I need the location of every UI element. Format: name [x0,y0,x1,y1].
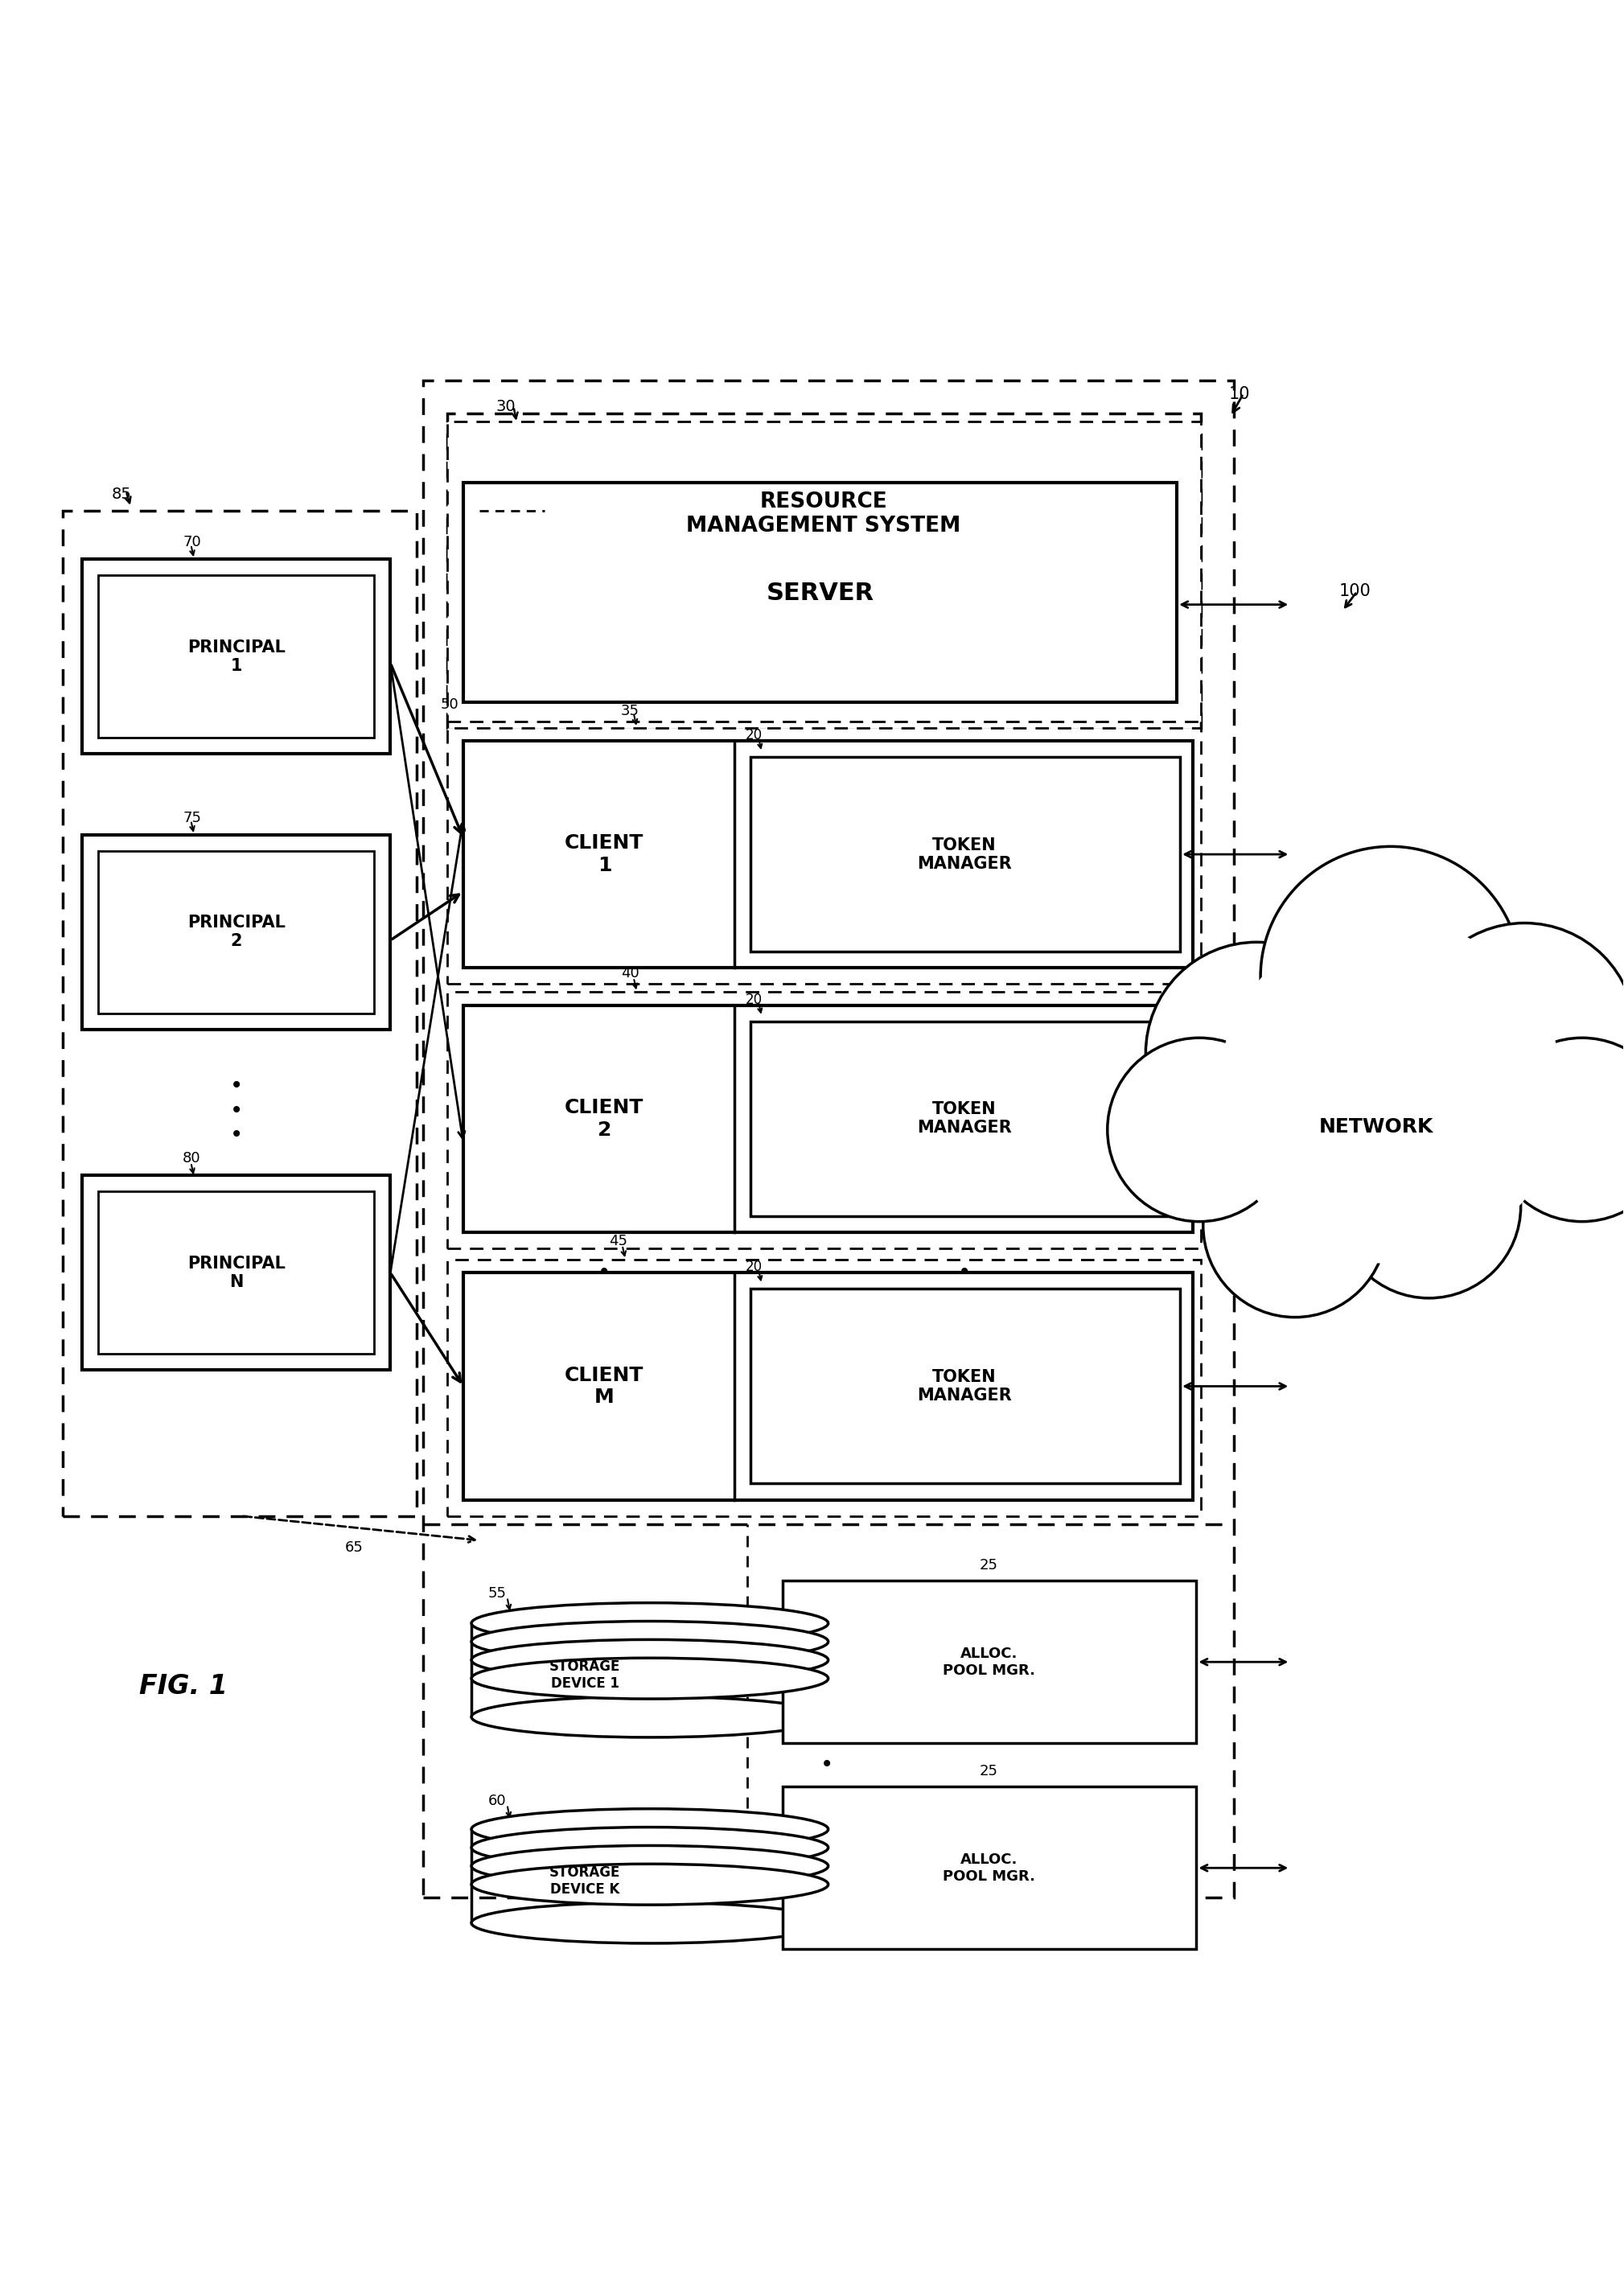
Text: 10: 10 [1229,386,1250,402]
Bar [447,992,1202,1248]
Text: 100: 100 [1340,583,1371,599]
Text: 25: 25 [979,1559,997,1573]
Ellipse shape [471,1827,828,1868]
Bar [99,850,374,1013]
Ellipse shape [471,1621,828,1662]
Ellipse shape [471,1845,828,1886]
Circle shape [1260,846,1520,1106]
Text: RESOURCE
MANAGEMENT SYSTEM: RESOURCE MANAGEMENT SYSTEM [685,491,961,537]
Text: •
•: • • [820,1753,833,1804]
Text: 25: 25 [979,1765,997,1779]
Bar [99,576,374,738]
Bar [463,1006,1194,1232]
Bar [783,1788,1197,1950]
Text: STORAGE
DEVICE K: STORAGE DEVICE K [549,1865,620,1897]
Text: •
•
•: • • • [958,1262,971,1333]
Text: 60: 60 [487,1795,505,1808]
Circle shape [1337,1113,1520,1298]
Bar [447,1260,1202,1516]
Bar [83,1175,390,1369]
Circle shape [1145,942,1367,1164]
Text: PRINCIPAL
1: PRINCIPAL 1 [187,640,286,674]
Ellipse shape [471,1696,828,1737]
Text: NETWORK: NETWORK [1319,1118,1434,1136]
Bar [83,560,390,754]
Text: 20: 20 [745,992,763,1006]
Text: •
•
•: • • • [598,1262,611,1333]
Text: 45: 45 [609,1234,628,1248]
Text: 35: 35 [620,704,640,718]
Bar [99,1191,374,1353]
Text: CLIENT
1: CLIENT 1 [565,834,645,876]
Text: 40: 40 [620,967,638,981]
Text: TOKEN
MANAGER: TOKEN MANAGER [918,1102,1012,1136]
Bar [750,1022,1181,1216]
Ellipse shape [471,1602,828,1644]
Ellipse shape [471,1902,828,1943]
Text: 20: 20 [745,1260,763,1273]
Circle shape [1218,919,1562,1264]
Circle shape [1203,1134,1387,1317]
Bar [83,834,390,1029]
Bar [447,421,1202,722]
Bar [463,741,1194,967]
Text: STORAGE
DEVICE 1: STORAGE DEVICE 1 [549,1660,620,1692]
Bar [463,482,1177,702]
Text: CLIENT
M: CLIENT M [565,1365,645,1408]
Text: PRINCIPAL
2: PRINCIPAL 2 [187,914,286,949]
Bar [783,1582,1197,1742]
Bar [63,510,416,1516]
Text: CLIENT
2: CLIENT 2 [565,1097,645,1138]
Ellipse shape [471,1639,828,1680]
Text: FIG. 1: FIG. 1 [140,1673,227,1698]
Bar [750,757,1181,951]
Text: 90: 90 [1457,878,1479,894]
Text: TOKEN
MANAGER: TOKEN MANAGER [918,837,1012,871]
Text: 30: 30 [495,400,515,414]
Text: 75: 75 [184,812,201,825]
Text: 65: 65 [344,1541,364,1554]
Ellipse shape [471,1863,828,1904]
Ellipse shape [471,1657,828,1698]
Text: TOKEN
MANAGER: TOKEN MANAGER [918,1369,1012,1404]
Bar [447,727,1202,983]
Text: ALLOC.
POOL MGR.: ALLOC. POOL MGR. [942,1646,1034,1678]
Ellipse shape [471,1808,828,1849]
Text: 55: 55 [487,1586,507,1600]
Bar [463,1273,1194,1500]
Bar [422,382,1234,1897]
Text: PRINCIPAL
N: PRINCIPAL N [187,1255,286,1289]
Text: SERVER: SERVER [767,581,874,606]
Bar [750,1289,1181,1484]
Circle shape [1199,901,1582,1282]
Text: 20: 20 [745,727,763,743]
Text: 80: 80 [184,1152,201,1166]
Text: •
•
•: • • • [229,1074,244,1145]
Text: 50: 50 [440,697,458,711]
Circle shape [1413,924,1624,1145]
Circle shape [1491,1038,1624,1221]
Text: 70: 70 [184,535,201,549]
Text: ALLOC.
POOL MGR.: ALLOC. POOL MGR. [942,1852,1034,1884]
Circle shape [1108,1038,1291,1221]
Text: 85: 85 [112,487,132,503]
Bar [447,414,1202,729]
